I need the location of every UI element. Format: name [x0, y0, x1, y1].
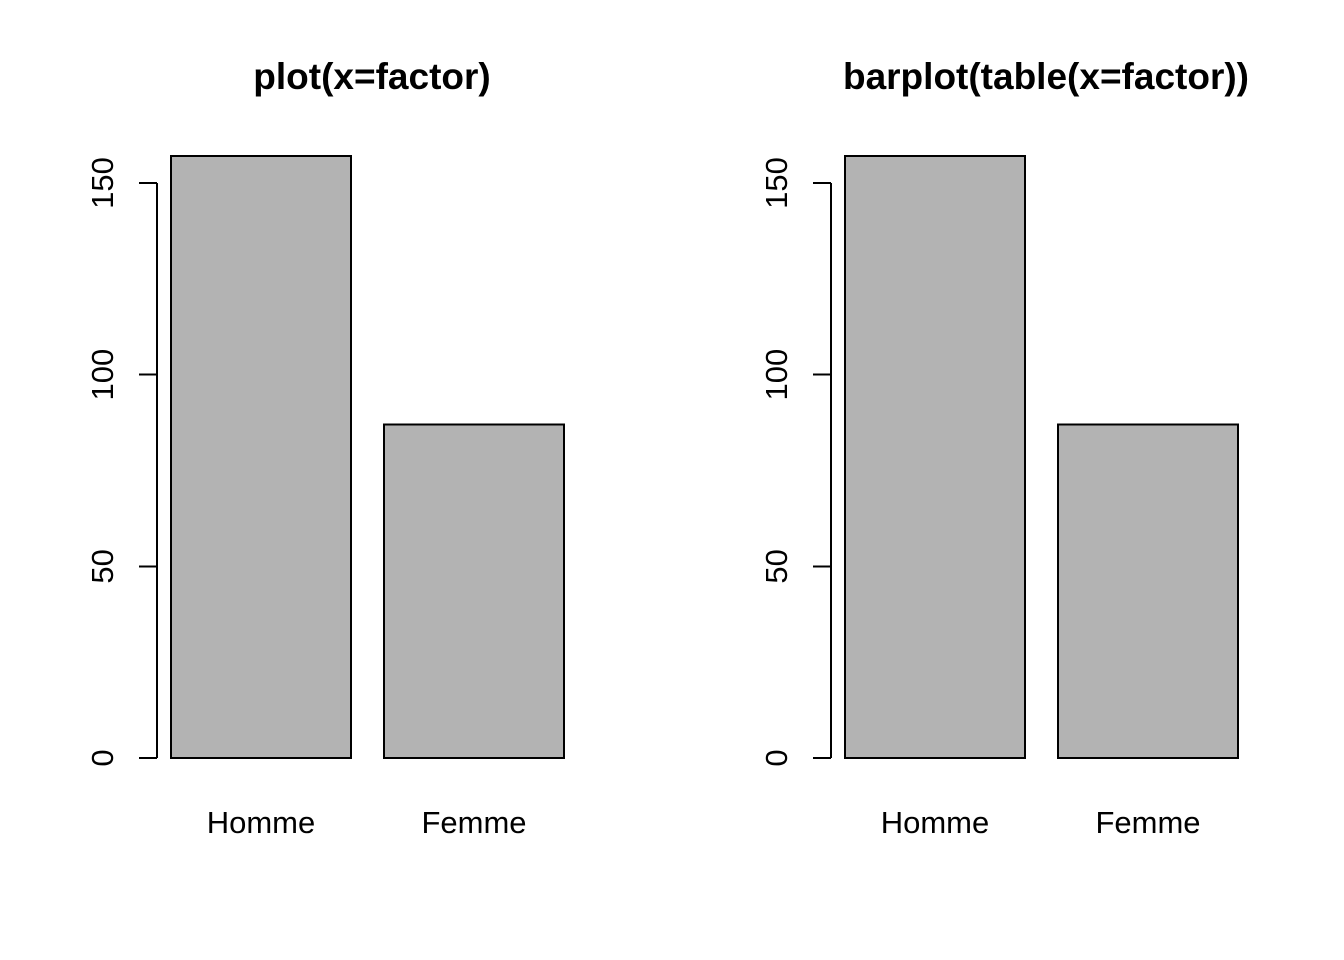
- bar-homme: [844, 155, 1026, 759]
- x-category-label: Femme: [1095, 805, 1200, 840]
- y-tick-label: 150: [759, 157, 794, 209]
- y-tick-label: 100: [85, 349, 120, 401]
- chart-title-right: barplot(table(x=factor)): [842, 56, 1249, 97]
- y-tick-label: 100: [759, 349, 794, 401]
- y-tick-label: 0: [759, 749, 794, 766]
- x-category-label: Femme: [421, 805, 526, 840]
- bar-chart-right: 0 50 100 150 Homme Femme: [759, 155, 1239, 840]
- y-tick-label: 50: [759, 549, 794, 583]
- chart-title-left: plot(x=factor): [253, 56, 491, 97]
- bar-femme: [1057, 423, 1239, 759]
- chart-panel-left: plot(x=factor) 0 50 100 150 Homme Femme: [85, 56, 565, 840]
- bar-chart-left: 0 50 100 150 Homme Femme: [85, 155, 565, 840]
- x-category-label: Homme: [207, 805, 316, 840]
- y-tick-label: 150: [85, 157, 120, 209]
- bar-femme: [383, 423, 565, 759]
- chart-panel-right: barplot(table(x=factor)) 0 50 100 150 Homme F…: [674, 0, 1344, 960]
- bar-homme: [170, 155, 352, 759]
- y-tick-label: 50: [85, 549, 120, 583]
- y-tick-label: 0: [85, 749, 120, 766]
- x-category-label: Homme: [881, 805, 990, 840]
